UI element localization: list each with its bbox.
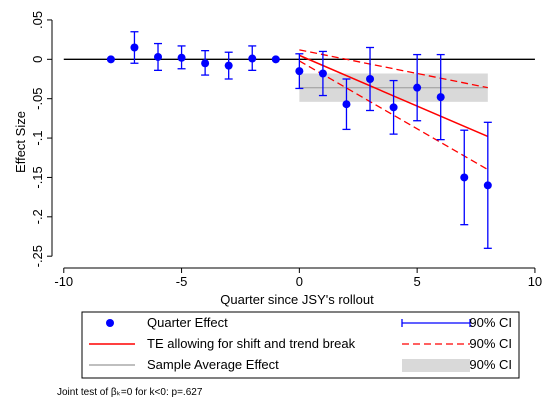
legend-label: 90% CI xyxy=(469,315,512,330)
joint-test-note: Joint test of βₖ=0 for k<0: p=.627 xyxy=(57,387,203,398)
plot-region: .05 0 -.05 -.1 -.15 -.2 -.25 -10 -5 0 5 10 xyxy=(30,11,542,289)
y-tick-label: -.2 xyxy=(30,209,45,224)
legend-label: 90% CI xyxy=(469,357,512,372)
te-ci-lower-line xyxy=(299,60,489,171)
quarter-effect-points xyxy=(106,43,492,190)
legend-entries: Quarter Effect 90% CI TE allowing for shif… xyxy=(89,315,512,372)
x-tick-label: -10 xyxy=(54,274,73,289)
y-tick-label: -.05 xyxy=(30,87,45,109)
quarter-effect-point xyxy=(366,75,375,83)
y-axis-title: Effect Size xyxy=(13,111,28,173)
y-tick-label: -.1 xyxy=(30,130,45,145)
legend-label: TE allowing for shift and trend break xyxy=(147,336,356,351)
quarter-effect-point xyxy=(318,69,327,78)
legend-label: Quarter Effect xyxy=(147,315,228,330)
quarter-effect-point xyxy=(342,100,351,109)
x-tick-label: 5 xyxy=(414,274,421,289)
quarter-effect-point xyxy=(154,52,163,61)
x-tick-label: -5 xyxy=(176,274,188,289)
quarter-effect-point xyxy=(483,181,492,190)
quarter-ci-bars xyxy=(130,31,492,249)
quarter-effect-point xyxy=(130,43,139,52)
axes xyxy=(47,19,536,273)
x-tick-label: 0 xyxy=(296,274,303,289)
quarter-effect-point xyxy=(106,55,115,64)
tick-labels: .05 0 -.05 -.1 -.15 -.2 -.25 -10 -5 0 5 10 xyxy=(30,11,542,289)
quarter-effect-point xyxy=(460,173,469,182)
y-tick-label: 0 xyxy=(30,56,45,63)
y-tick-label: .05 xyxy=(30,11,45,29)
y-tick-label: -.25 xyxy=(30,245,45,267)
te-ci-upper-line xyxy=(299,49,488,89)
quarter-effect-point xyxy=(436,93,445,102)
quarter-effect-point xyxy=(224,61,233,70)
legend-gray-box-symbol xyxy=(402,359,470,372)
y-tick-label: -.15 xyxy=(30,166,45,188)
legend-dot-symbol xyxy=(106,319,114,327)
x-tick-label: 10 xyxy=(528,274,542,289)
quarter-effect-point xyxy=(201,59,210,68)
legend-label: 90% CI xyxy=(469,336,512,351)
quarter-effect-point xyxy=(177,53,186,62)
quarter-effect-point xyxy=(295,67,304,76)
legend: Quarter Effect 90% CI TE allowing for shif… xyxy=(81,311,520,379)
quarter-effect-point xyxy=(389,103,398,112)
legend-label: Sample Average Effect xyxy=(147,357,279,372)
quarter-effect-point xyxy=(271,55,280,64)
x-axis-title: Quarter since JSY's rollout xyxy=(220,292,374,307)
quarter-effect-point xyxy=(413,83,422,92)
quarter-effect-point xyxy=(248,54,257,63)
